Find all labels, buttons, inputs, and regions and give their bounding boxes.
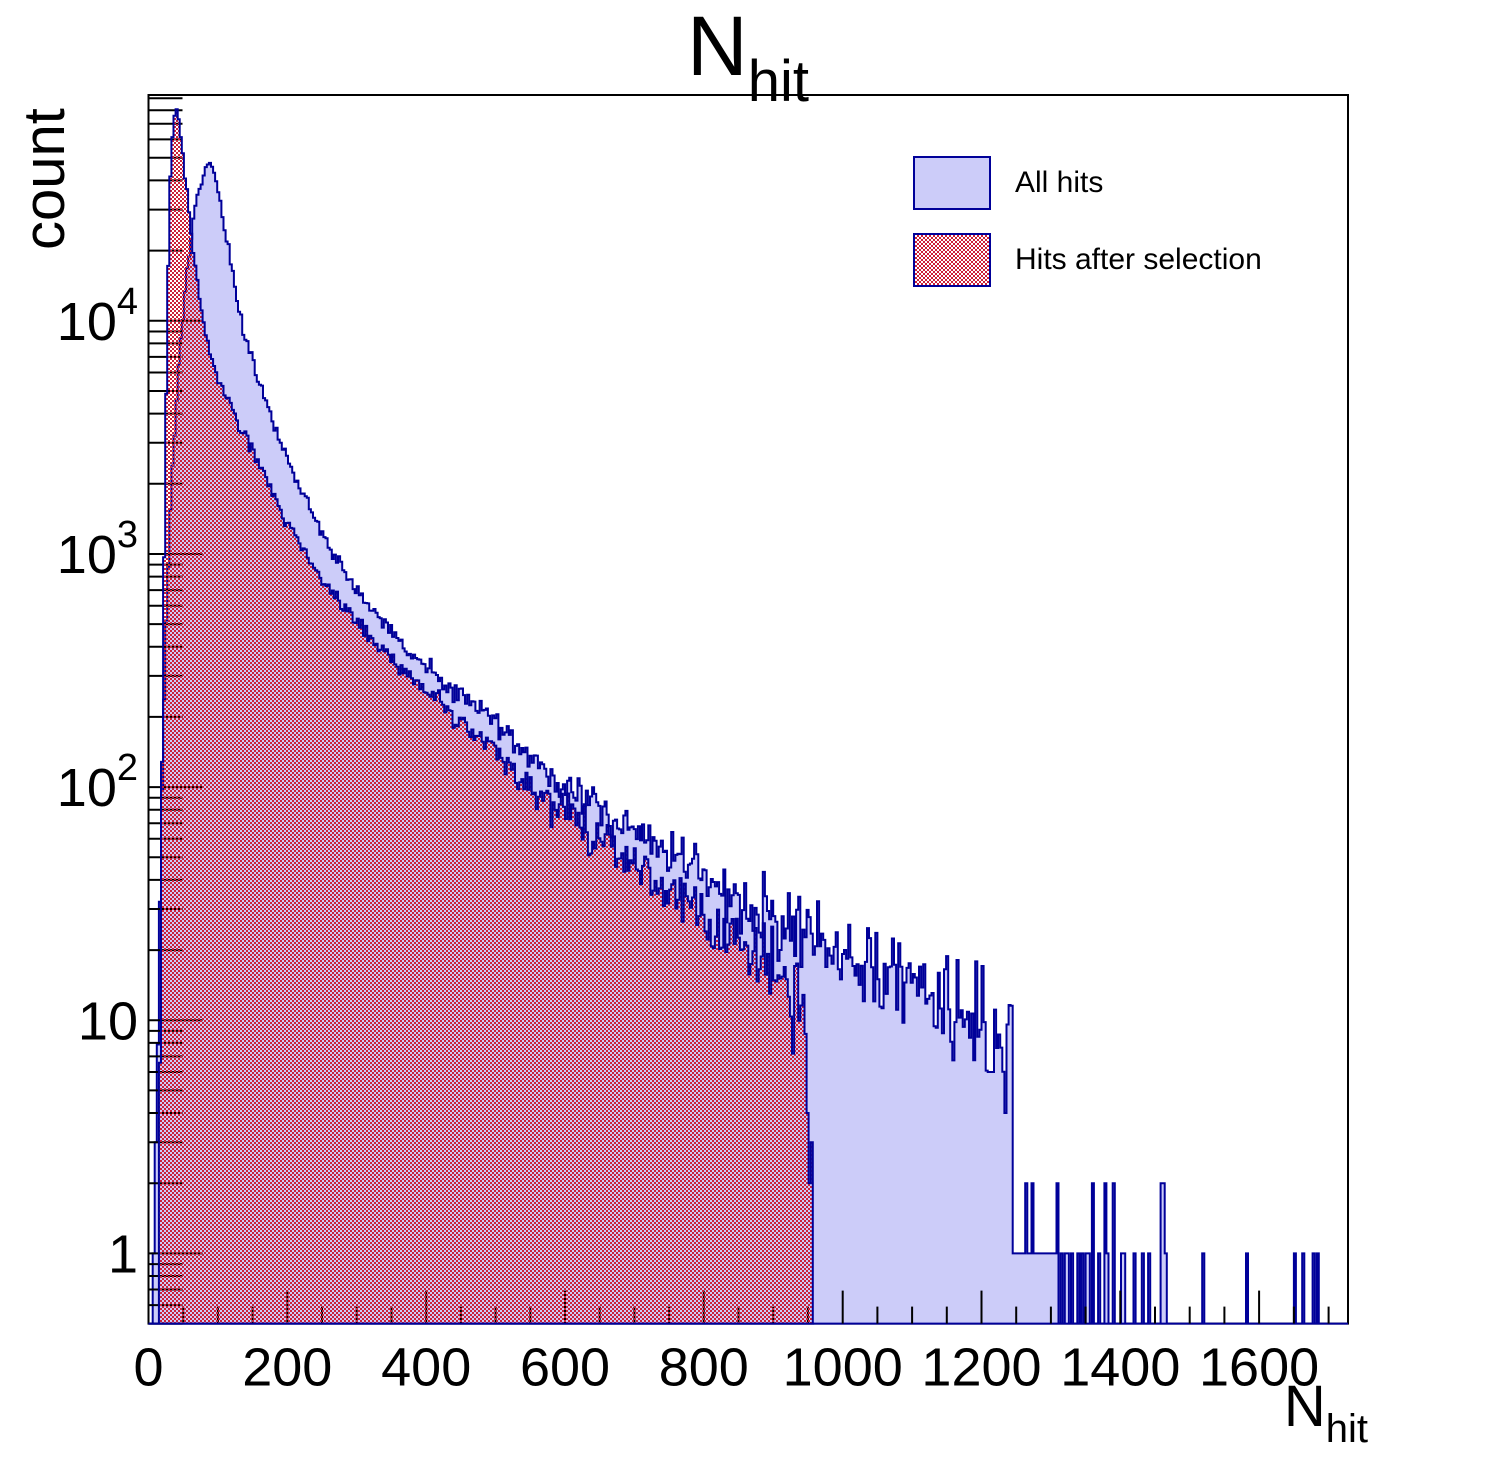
plot-title-base: N bbox=[687, 0, 748, 93]
legend-label-selection: Hits after selection bbox=[1015, 243, 1262, 276]
x-tick-label: 200 bbox=[242, 1338, 332, 1398]
x-tick-label: 1400 bbox=[1060, 1338, 1180, 1398]
y-tick-label: 102 bbox=[57, 747, 138, 818]
legend-label-all-hits: All hits bbox=[1015, 166, 1104, 199]
x-axis-title-base: N bbox=[1283, 1374, 1326, 1439]
legend-entry-selection: Hits after selection bbox=[913, 233, 1262, 287]
legend-swatch-selection bbox=[913, 233, 991, 287]
y-axis-title: count bbox=[12, 108, 77, 250]
histogram-hits-after-selection bbox=[148, 108, 815, 1325]
legend-entry-all-hits: All hits bbox=[913, 156, 1262, 210]
plot-title: Nhit bbox=[0, 2, 1496, 113]
x-tick-label: 1000 bbox=[783, 1338, 903, 1398]
y-tick-label: 1 bbox=[108, 1224, 138, 1284]
legend-swatch-all-hits bbox=[913, 156, 991, 210]
y-axis-tick-labels: 1 10 102 103 104 bbox=[57, 281, 138, 1285]
y-tick-label: 10 bbox=[78, 991, 138, 1051]
x-tick-label: 600 bbox=[520, 1338, 610, 1398]
x-tick-label: 400 bbox=[381, 1338, 471, 1398]
x-tick-label: 0 bbox=[133, 1338, 163, 1398]
y-tick-label: 104 bbox=[57, 281, 138, 352]
x-tick-label: 800 bbox=[659, 1338, 749, 1398]
x-axis-title-subscript: hit bbox=[1325, 1407, 1368, 1451]
x-axis-tick-labels: 0 200 400 600 800 1000 1200 1400 1600 bbox=[133, 1338, 1319, 1398]
legend: All hits Hits after selection bbox=[913, 156, 1262, 310]
plot-title-subscript: hit bbox=[747, 49, 809, 114]
y-tick-label: 103 bbox=[57, 514, 138, 585]
x-axis-title: Nhit bbox=[1284, 1378, 1368, 1451]
x-tick-label: 1600 bbox=[1199, 1338, 1319, 1398]
x-tick-label: 1200 bbox=[921, 1338, 1041, 1398]
